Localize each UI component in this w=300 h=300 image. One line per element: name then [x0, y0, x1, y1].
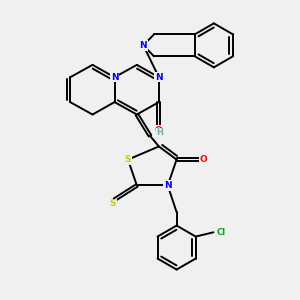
- Text: O: O: [199, 155, 207, 164]
- Text: O: O: [155, 126, 163, 135]
- Text: N: N: [140, 41, 147, 50]
- Text: H: H: [157, 128, 164, 137]
- Text: N: N: [164, 181, 172, 190]
- Text: N: N: [155, 73, 163, 82]
- Text: S: S: [110, 200, 116, 208]
- Text: Cl: Cl: [217, 228, 226, 237]
- Text: N: N: [111, 73, 118, 82]
- Text: S: S: [125, 155, 131, 164]
